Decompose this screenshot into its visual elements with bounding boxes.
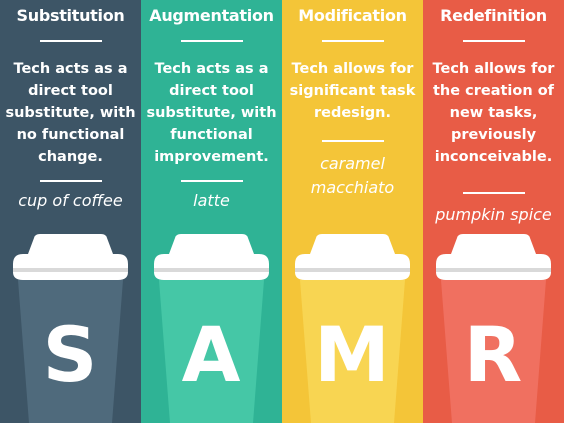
cup-letter: S [43, 310, 98, 399]
title-divider [181, 40, 243, 42]
title-divider [463, 40, 525, 42]
cup-letter: M [314, 310, 390, 399]
panel-title: Substitution [16, 6, 125, 25]
description-divider [181, 180, 243, 182]
coffee-cup-icon: M [295, 234, 410, 423]
coffee-cup-icon: S [13, 234, 128, 423]
panel-redefinition: Redefinition Tech allows for the creatio… [423, 0, 564, 423]
cup-letter: R [464, 310, 523, 399]
panel-description: Tech acts as a direct tool substitute, w… [5, 61, 136, 165]
drink-label: pumpkin spice [435, 205, 552, 224]
panel-title: Modification [298, 6, 407, 25]
panel-description: Tech acts as a direct tool substitute, w… [146, 61, 277, 165]
panel-substitution: Substitution Tech acts as a direct tool … [0, 0, 141, 423]
cup-letter: A [182, 310, 241, 399]
coffee-cup-icon: R [436, 234, 551, 423]
panel-description: Tech allows for the creation of new task… [432, 61, 555, 165]
title-divider [40, 40, 102, 42]
description-divider [463, 192, 525, 194]
panel-description: Tech allows for significant task redesig… [289, 61, 416, 121]
coffee-cup-icon: A [154, 234, 269, 423]
panel-title: Augmentation [149, 6, 274, 25]
description-divider [40, 180, 102, 182]
title-divider [322, 40, 384, 42]
panel-title: Redefinition [440, 6, 547, 25]
drink-label: caramel macchiato [310, 154, 395, 197]
description-divider [322, 140, 384, 142]
drink-label: latte [193, 191, 230, 210]
panel-modification: Modification Tech allows for significant… [282, 0, 423, 423]
drink-label: cup of coffee [18, 191, 123, 210]
panel-augmentation: Augmentation Tech acts as a direct tool … [141, 0, 282, 423]
